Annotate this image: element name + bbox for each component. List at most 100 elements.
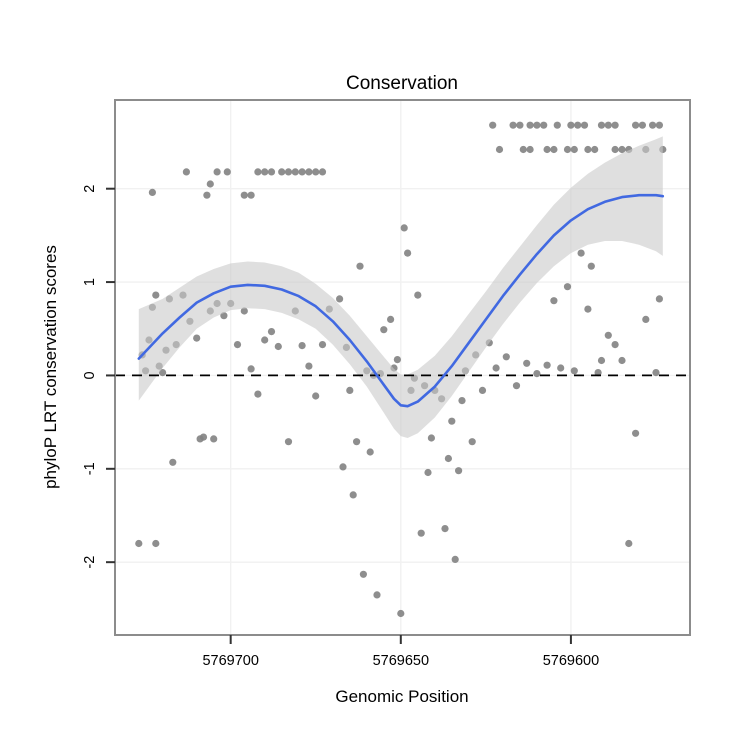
data-point bbox=[284, 438, 293, 446]
data-point bbox=[441, 525, 449, 533]
data-point bbox=[233, 341, 242, 349]
y-tick-label: -2 bbox=[82, 556, 98, 569]
data-point bbox=[509, 121, 517, 129]
x-tick-label: 5769700 bbox=[202, 653, 258, 669]
data-point bbox=[540, 121, 548, 129]
data-point bbox=[206, 180, 214, 188]
panel-border bbox=[114, 99, 691, 636]
data-point bbox=[346, 386, 354, 394]
data-point bbox=[563, 145, 572, 154]
data-point bbox=[210, 435, 218, 443]
data-point bbox=[597, 356, 606, 365]
data-point bbox=[417, 529, 425, 537]
data-point bbox=[424, 468, 432, 477]
data-point bbox=[618, 356, 626, 365]
data-point bbox=[625, 539, 633, 548]
chart-title: Conservation bbox=[346, 73, 458, 94]
data-point bbox=[373, 591, 381, 599]
data-point bbox=[400, 224, 408, 232]
data-point bbox=[577, 249, 585, 257]
data-point bbox=[247, 365, 255, 373]
data-point bbox=[553, 121, 561, 129]
y-tick-label: 0 bbox=[82, 371, 98, 379]
data-point bbox=[638, 121, 647, 129]
data-point bbox=[489, 121, 497, 129]
data-point bbox=[580, 121, 589, 129]
data-point bbox=[152, 291, 160, 299]
data-point bbox=[220, 312, 228, 320]
data-point bbox=[387, 315, 395, 323]
data-point bbox=[339, 463, 347, 471]
data-point bbox=[557, 364, 565, 372]
data-point bbox=[196, 435, 204, 443]
data-point bbox=[312, 392, 320, 400]
data-point bbox=[336, 295, 344, 303]
data-point bbox=[526, 121, 534, 129]
data-point bbox=[533, 121, 541, 129]
data-point bbox=[159, 369, 167, 377]
data-point bbox=[597, 121, 606, 129]
data-point bbox=[291, 168, 299, 176]
data-point bbox=[550, 297, 558, 305]
y-tick-label: 2 bbox=[82, 185, 98, 193]
data-point bbox=[152, 539, 160, 548]
data-point bbox=[148, 188, 156, 196]
data-point bbox=[261, 336, 269, 344]
data-point bbox=[318, 341, 327, 349]
data-point bbox=[495, 145, 504, 154]
smooth-line bbox=[137, 193, 665, 408]
data-point bbox=[468, 438, 476, 446]
data-point bbox=[570, 367, 578, 375]
data-point bbox=[516, 121, 524, 129]
data-point bbox=[312, 168, 320, 176]
axes-layer: 5769700 5769650 5769600 -2 -1 0 1 2 bbox=[82, 99, 691, 669]
data-point bbox=[366, 448, 374, 456]
data-point bbox=[632, 429, 640, 437]
data-point bbox=[274, 342, 282, 351]
data-point bbox=[649, 121, 657, 129]
data-point bbox=[604, 121, 612, 129]
data-point bbox=[519, 145, 527, 154]
data-point bbox=[349, 491, 357, 499]
data-point bbox=[533, 370, 541, 378]
data-point bbox=[611, 145, 619, 154]
data-point bbox=[567, 121, 575, 129]
data-point bbox=[284, 168, 293, 176]
data-point bbox=[512, 382, 521, 390]
data-point bbox=[135, 539, 143, 548]
data-point bbox=[526, 145, 534, 154]
data-point bbox=[591, 145, 599, 154]
data-layer bbox=[115, 121, 690, 618]
data-point bbox=[550, 145, 558, 154]
data-point bbox=[642, 315, 650, 323]
data-point bbox=[451, 555, 459, 564]
data-point bbox=[254, 168, 262, 176]
y-tick-label: -1 bbox=[82, 462, 98, 475]
data-point bbox=[584, 145, 592, 154]
data-point bbox=[655, 295, 664, 303]
data-point bbox=[587, 262, 595, 270]
data-point bbox=[611, 121, 619, 129]
data-point bbox=[356, 262, 364, 270]
data-point bbox=[393, 356, 401, 364]
data-point bbox=[611, 341, 619, 349]
data-point bbox=[652, 369, 660, 377]
data-point bbox=[444, 454, 452, 463]
data-point bbox=[254, 390, 262, 398]
y-tick-label: 1 bbox=[82, 278, 98, 286]
data-point bbox=[584, 305, 592, 313]
y-axis-label: phyloP LRT conservation scores bbox=[41, 245, 60, 489]
data-point bbox=[380, 326, 388, 334]
data-point bbox=[353, 438, 361, 446]
data-point bbox=[570, 145, 578, 154]
data-point bbox=[182, 168, 190, 176]
data-point bbox=[427, 434, 435, 442]
x-tick-label: 5769600 bbox=[543, 653, 599, 669]
data-point bbox=[543, 145, 551, 154]
data-point bbox=[523, 359, 531, 367]
data-point bbox=[632, 121, 640, 129]
data-point bbox=[604, 331, 612, 339]
data-point bbox=[278, 168, 286, 176]
data-point bbox=[492, 364, 500, 372]
